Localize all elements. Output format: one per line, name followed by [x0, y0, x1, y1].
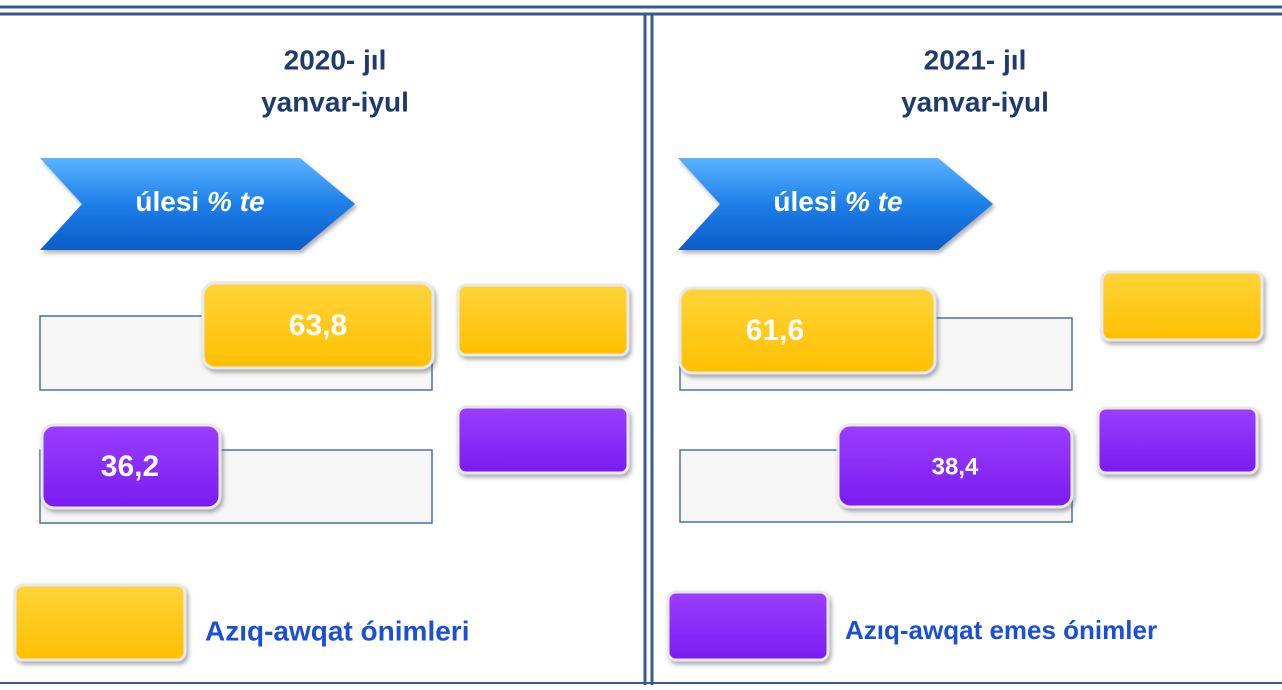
- legend-label: Azıq-awqat ónimleri: [205, 615, 469, 646]
- bar-value: 38,4: [932, 453, 979, 480]
- bar-value: 63,8: [289, 309, 347, 342]
- banner-text: úlesi % te: [773, 186, 902, 217]
- color-swatch: [1096, 406, 1259, 475]
- panel: 2021- jıl yanvar-iyul úlesi % te 61,6 38…: [666, 44, 1264, 662]
- color-swatch: [456, 283, 630, 357]
- legend-swatch: [13, 583, 187, 662]
- bar-value: 36,2: [101, 450, 159, 483]
- frame: [0, 5, 1282, 685]
- panel: 2020- jıl yanvar-iyul úlesi % te 63,8 36…: [13, 44, 630, 662]
- banner: [40, 158, 355, 250]
- bar-value: 61,6: [746, 314, 804, 347]
- legend-swatch: [666, 590, 830, 662]
- banner-label: úlesi: [773, 186, 837, 217]
- legend-label: Azıq-awqat emes ónimler: [845, 615, 1157, 645]
- banner-label: úlesi: [135, 186, 199, 217]
- bar-value-box: [40, 423, 222, 510]
- bar-value-box: [201, 281, 435, 370]
- banner: [678, 158, 993, 250]
- color-swatch: [456, 405, 630, 475]
- panel-subtitle: yanvar-iyul: [901, 86, 1049, 117]
- panel-title: 2021- jıl: [924, 44, 1027, 75]
- banner-text: úlesi % te: [135, 186, 264, 217]
- panel-title: 2020- jıl: [284, 44, 387, 75]
- banner-unit: % te: [207, 186, 265, 217]
- banner-unit: % te: [845, 186, 903, 217]
- bar-value-box: [678, 286, 937, 375]
- bar-value-box: [836, 423, 1074, 509]
- color-swatch: [1100, 270, 1264, 342]
- panel-subtitle: yanvar-iyul: [261, 86, 409, 117]
